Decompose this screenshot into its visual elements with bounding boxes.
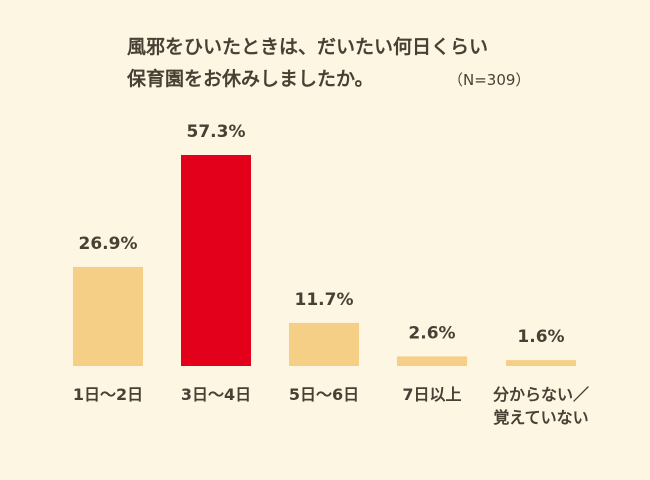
category-label-3: 5日〜6日 [289, 385, 359, 404]
chart-title-line-1: 風邪をひいたときは、だいたい何日くらい [127, 35, 488, 58]
bars-group: 26.9% 1日〜2日 57.3% 3日〜4日 11.7% 5日〜6日 2.6% 7日以上 1.… [73, 122, 589, 427]
category-label-4: 7日以上 [402, 385, 461, 404]
sample-size-note: （N=309） [448, 71, 530, 89]
bar-2 [181, 155, 251, 366]
bar-5 [506, 360, 576, 366]
category-label-5-line-2: 覚えていない [493, 408, 588, 427]
category-label-1: 1日〜2日 [73, 385, 143, 404]
bar-4 [397, 356, 467, 366]
category-label-5-line-1: 分からない／ [493, 385, 589, 404]
value-label-2: 57.3% [187, 122, 246, 142]
category-label-2: 3日〜4日 [181, 385, 251, 404]
value-label-4: 2.6% [408, 323, 455, 343]
value-label-3: 11.7% [295, 290, 354, 310]
bar-1 [73, 266, 143, 366]
value-label-5: 1.6% [517, 327, 564, 347]
chart-title-line-2: 保育園をお休みしましたか。 [126, 67, 374, 90]
value-label-1: 26.9% [79, 234, 138, 254]
bar-3 [289, 322, 359, 366]
